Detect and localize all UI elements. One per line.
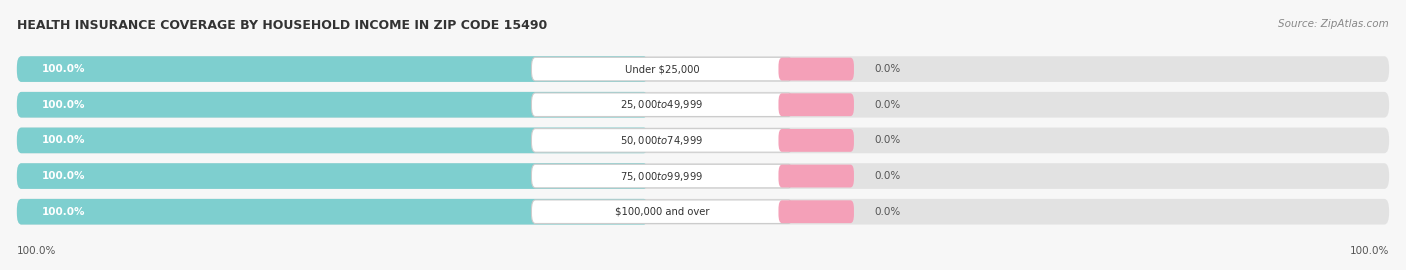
Text: 100.0%: 100.0% — [42, 100, 86, 110]
Text: 0.0%: 0.0% — [875, 135, 901, 146]
Text: 100.0%: 100.0% — [42, 207, 86, 217]
FancyBboxPatch shape — [17, 127, 1389, 153]
FancyBboxPatch shape — [17, 92, 1389, 117]
FancyBboxPatch shape — [17, 56, 648, 82]
Text: Under $25,000: Under $25,000 — [624, 64, 699, 74]
FancyBboxPatch shape — [17, 127, 648, 153]
FancyBboxPatch shape — [779, 93, 853, 116]
FancyBboxPatch shape — [531, 200, 792, 224]
FancyBboxPatch shape — [531, 129, 792, 152]
Text: $50,000 to $74,999: $50,000 to $74,999 — [620, 134, 703, 147]
Text: 100.0%: 100.0% — [42, 135, 86, 146]
FancyBboxPatch shape — [779, 165, 853, 187]
FancyBboxPatch shape — [17, 163, 648, 189]
Text: $25,000 to $49,999: $25,000 to $49,999 — [620, 98, 703, 111]
Text: 0.0%: 0.0% — [875, 100, 901, 110]
Text: 100.0%: 100.0% — [17, 246, 56, 256]
FancyBboxPatch shape — [17, 199, 1389, 225]
Text: HEALTH INSURANCE COVERAGE BY HOUSEHOLD INCOME IN ZIP CODE 15490: HEALTH INSURANCE COVERAGE BY HOUSEHOLD I… — [17, 19, 547, 32]
Text: 100.0%: 100.0% — [42, 171, 86, 181]
Text: 0.0%: 0.0% — [875, 64, 901, 74]
Text: 100.0%: 100.0% — [1350, 246, 1389, 256]
Text: 100.0%: 100.0% — [42, 64, 86, 74]
Text: $100,000 and over: $100,000 and over — [614, 207, 709, 217]
FancyBboxPatch shape — [779, 200, 853, 223]
FancyBboxPatch shape — [531, 93, 792, 117]
FancyBboxPatch shape — [17, 163, 1389, 189]
FancyBboxPatch shape — [779, 58, 853, 80]
FancyBboxPatch shape — [531, 57, 792, 81]
FancyBboxPatch shape — [17, 92, 648, 117]
Text: $75,000 to $99,999: $75,000 to $99,999 — [620, 170, 703, 183]
Text: Source: ZipAtlas.com: Source: ZipAtlas.com — [1278, 19, 1389, 29]
Text: 0.0%: 0.0% — [875, 171, 901, 181]
FancyBboxPatch shape — [779, 129, 853, 152]
FancyBboxPatch shape — [17, 56, 1389, 82]
FancyBboxPatch shape — [17, 199, 648, 225]
Text: 0.0%: 0.0% — [875, 207, 901, 217]
FancyBboxPatch shape — [531, 164, 792, 188]
